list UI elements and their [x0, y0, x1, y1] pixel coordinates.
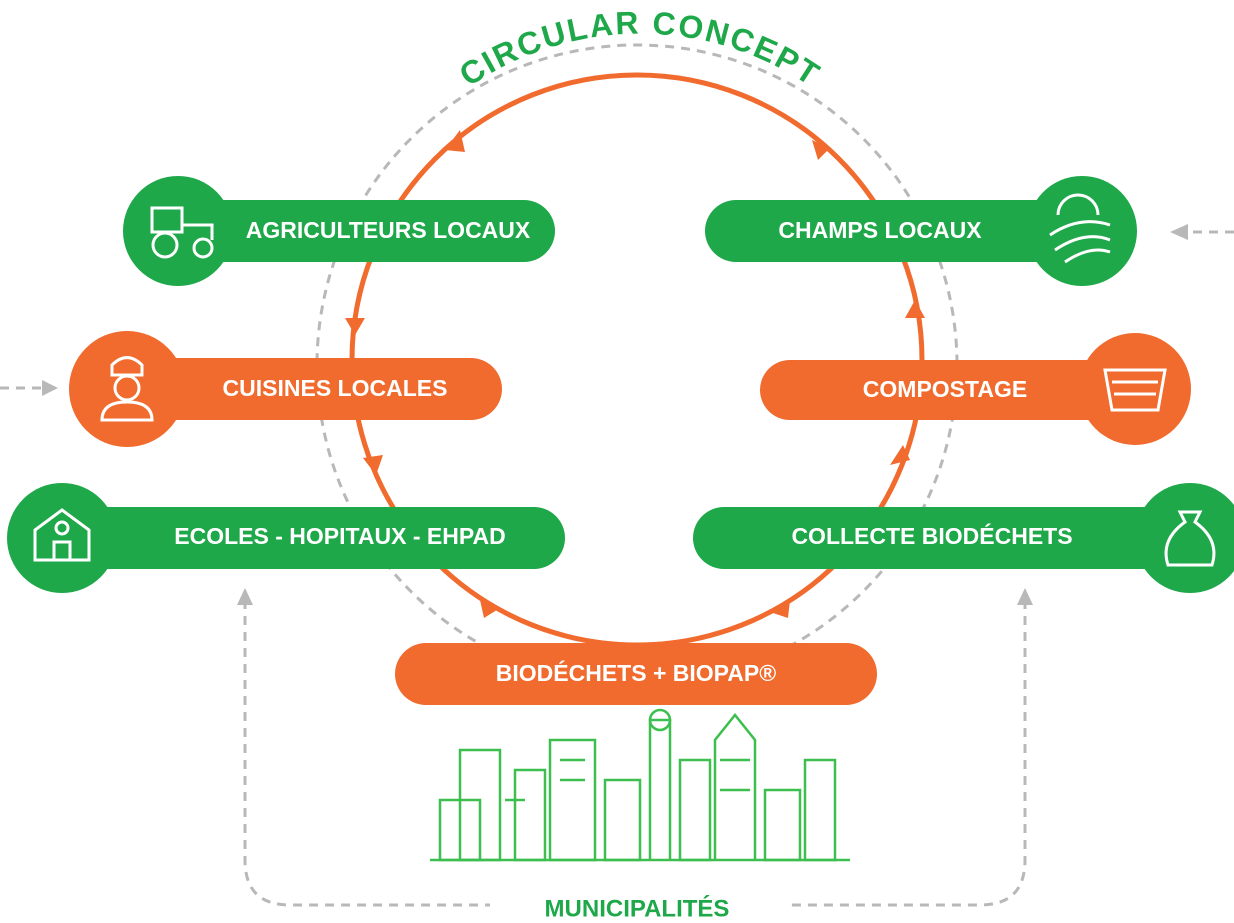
node-icon-bg: [1135, 483, 1234, 593]
arrow-head: [1017, 588, 1033, 605]
title: CIRCULAR CONCEPT: [453, 4, 827, 93]
node-label: COLLECTE BIODÉCHETS: [791, 522, 1072, 549]
node-label: BIODÉCHETS + BIOPAP®: [496, 659, 776, 686]
footer-label: MUNICIPALITÉS: [545, 894, 730, 922]
arrow-head: [1170, 224, 1188, 240]
node-icon-bg: [1079, 333, 1191, 445]
arrow-head: [42, 380, 58, 396]
node-label: AGRICULTEURS LOCAUX: [246, 217, 531, 243]
node-icon-bg: [7, 483, 117, 593]
node-label: CUISINES LOCALES: [223, 375, 448, 401]
node-label: COMPOSTAGE: [863, 376, 1027, 402]
city-skyline: [430, 710, 850, 860]
node-label: CHAMPS LOCAUX: [778, 217, 982, 243]
node-label: ECOLES - HOPITAUX - EHPAD: [174, 523, 505, 549]
arrow-head: [237, 588, 253, 605]
title-text: CIRCULAR CONCEPT: [453, 4, 827, 93]
diagram: CIRCULAR CONCEPT AGRICULTEURS LOCAUX CHA…: [0, 0, 1234, 923]
node-icon-bg: [69, 331, 185, 447]
node-icon-bg: [1027, 176, 1137, 286]
